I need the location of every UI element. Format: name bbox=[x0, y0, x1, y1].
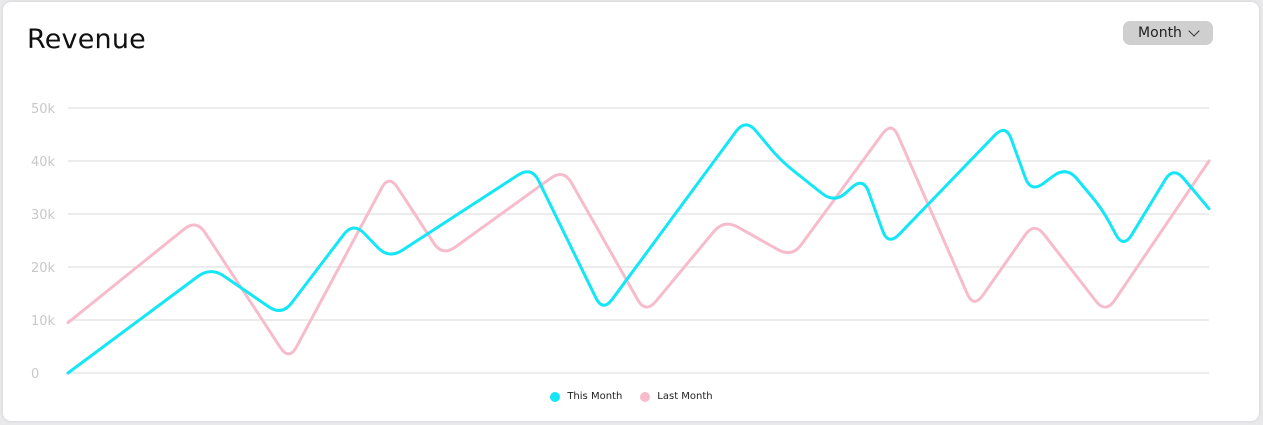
legend-dot-this-month bbox=[550, 391, 561, 402]
series-line-last-month bbox=[66, 126, 1211, 356]
series-lines bbox=[66, 123, 1211, 375]
y-tick-label: 50k bbox=[31, 102, 56, 117]
grid-lines bbox=[68, 107, 1209, 374]
period-dropdown-label: Month bbox=[1138, 25, 1182, 41]
y-tick-label: 40k bbox=[31, 155, 56, 170]
y-tick-label: 0 bbox=[31, 367, 39, 382]
period-dropdown[interactable]: Month bbox=[1123, 21, 1213, 45]
y-tick-label: 30k bbox=[31, 208, 56, 223]
series-line-this-month bbox=[66, 123, 1211, 375]
legend: This Month Last Month bbox=[0, 391, 1263, 402]
y-tick-label: 20k bbox=[31, 261, 56, 276]
y-axis-ticks: 0 10k 20k 30k 40k 50k bbox=[31, 102, 56, 382]
revenue-card: Revenue Month bbox=[3, 2, 1259, 421]
legend-dot-last-month bbox=[640, 391, 651, 402]
chart-title: Revenue bbox=[27, 24, 146, 55]
legend-item-last-month[interactable]: Last Month bbox=[640, 391, 713, 402]
y-tick-label: 10k bbox=[31, 314, 56, 329]
legend-label-this-month: This Month bbox=[567, 391, 623, 402]
legend-label-last-month: Last Month bbox=[657, 391, 713, 402]
legend-item-this-month[interactable]: This Month bbox=[550, 391, 622, 402]
